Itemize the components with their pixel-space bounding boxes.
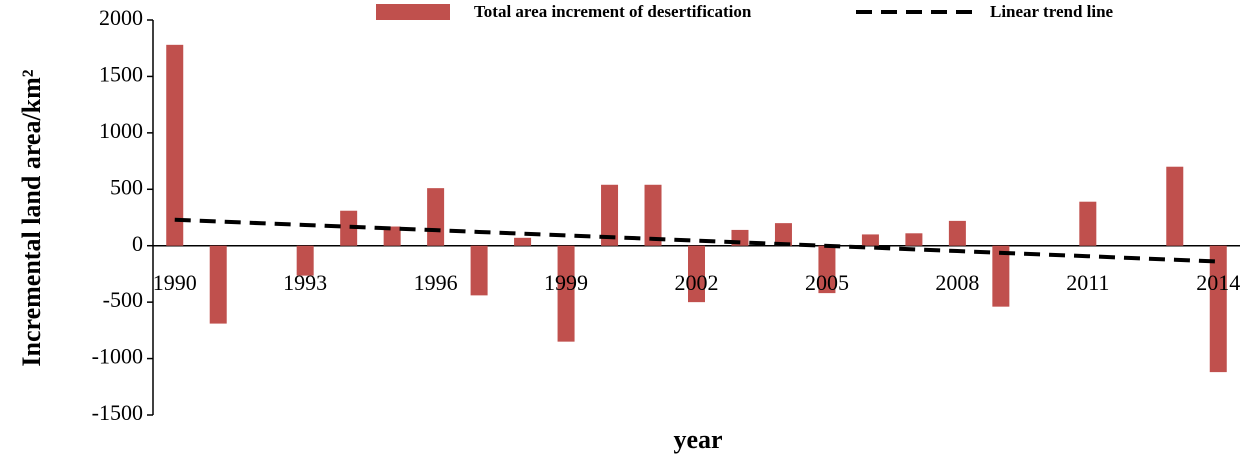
bar bbox=[1209, 245, 1227, 373]
bar bbox=[557, 245, 575, 342]
bar bbox=[340, 210, 358, 246]
y-tick-label: -1000 bbox=[92, 344, 143, 369]
bar bbox=[644, 184, 662, 246]
y-tick-label: 500 bbox=[110, 174, 143, 199]
y-tick-label: 1000 bbox=[99, 118, 143, 143]
bar bbox=[1166, 166, 1184, 246]
y-tick-label: -500 bbox=[103, 287, 143, 312]
bar bbox=[688, 245, 705, 303]
x-tick-label: 2005 bbox=[805, 270, 849, 295]
bar bbox=[427, 188, 445, 246]
bar bbox=[818, 245, 836, 294]
x-tick-label: 2008 bbox=[935, 270, 979, 295]
bar bbox=[514, 237, 532, 246]
y-axis-label: Incremental land area/km² bbox=[17, 69, 46, 366]
bar bbox=[992, 245, 1010, 307]
x-tick-label: 1999 bbox=[544, 270, 588, 295]
bar bbox=[774, 223, 792, 246]
x-tick-label: 1996 bbox=[414, 270, 458, 295]
x-tick-label: 1993 bbox=[283, 270, 327, 295]
bar bbox=[383, 226, 401, 246]
y-tick-label: -1500 bbox=[92, 400, 143, 425]
bar bbox=[296, 245, 314, 276]
bar bbox=[1079, 201, 1097, 246]
bar bbox=[209, 245, 227, 324]
legend-label: Total area increment of desertification bbox=[474, 2, 752, 21]
bar bbox=[861, 234, 879, 246]
x-tick-label: 2002 bbox=[675, 270, 719, 295]
x-tick-label: 1990 bbox=[153, 270, 197, 295]
bar bbox=[166, 44, 184, 246]
y-tick-label: 2000 bbox=[99, 5, 143, 30]
x-tick-label: 2014 bbox=[1196, 270, 1240, 295]
legend-swatch bbox=[376, 4, 450, 20]
bar bbox=[601, 184, 619, 246]
x-tick-label: 2011 bbox=[1066, 270, 1109, 295]
x-axis-label: year bbox=[673, 425, 722, 454]
bar bbox=[905, 233, 923, 246]
legend-label: Linear trend line bbox=[990, 2, 1114, 21]
y-tick-label: 0 bbox=[132, 231, 143, 256]
y-tick-label: 1500 bbox=[99, 61, 143, 86]
bar bbox=[470, 245, 488, 296]
bar bbox=[948, 220, 966, 246]
